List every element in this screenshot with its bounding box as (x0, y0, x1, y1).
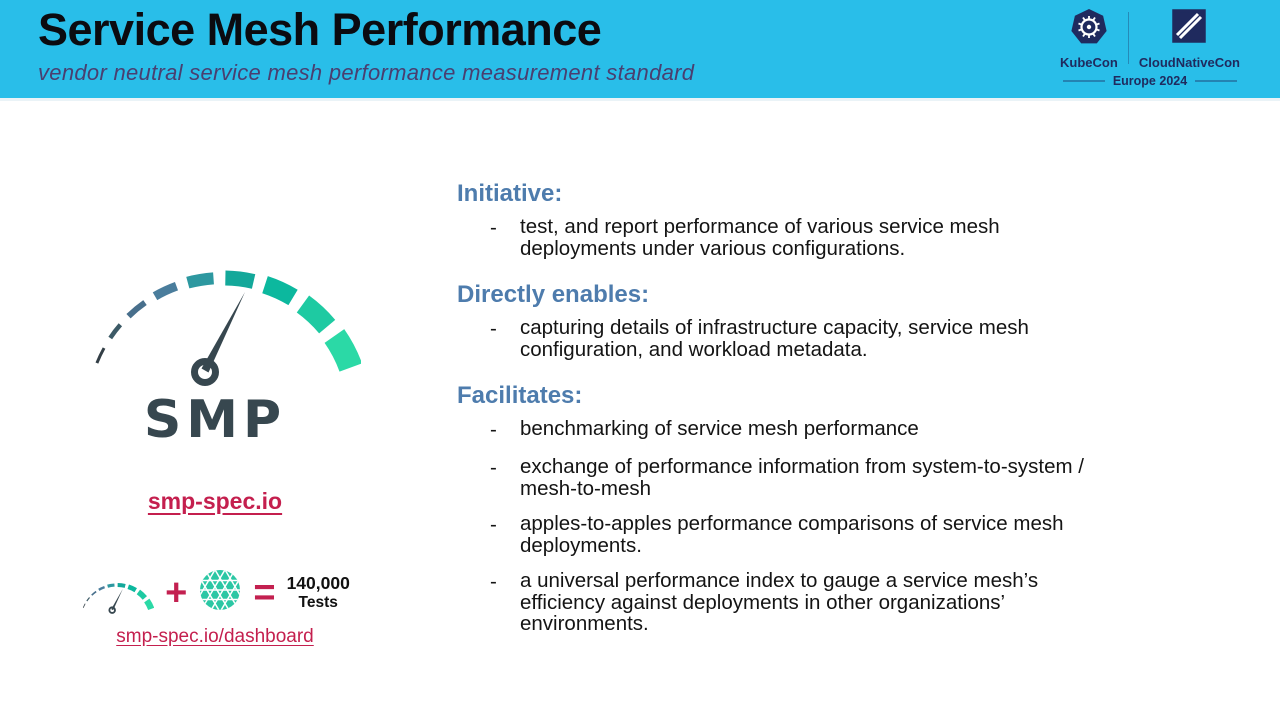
kubecon-block: KubeCon (1050, 7, 1128, 70)
kubecon-icon (1070, 7, 1108, 52)
page-subtitle: vendor neutral service mesh performance … (38, 60, 695, 85)
smp-spec-link[interactable]: smp-spec.io (147, 488, 283, 514)
tests-value: 140,000 (286, 573, 350, 593)
section-heading: Directly enables: (457, 281, 650, 309)
left-column: SMP smp-spec.io + (50, 98, 380, 720)
bullet-dash: - (490, 570, 497, 594)
list-item: - a universal performance index to gauge… (457, 570, 1187, 635)
tests-count: 140,000 Tests (287, 573, 350, 612)
header-banner: Service Mesh Performance vendor neutral … (0, 0, 1280, 101)
mini-gauge-icon (83, 582, 155, 614)
bullet-text: capturing details of infrastructure capa… (520, 316, 1029, 361)
bullet-dash: - (490, 317, 497, 341)
section-initiative: Initiative: - test, and report performan… (457, 180, 1187, 259)
list-item: - benchmarking of service mesh performan… (457, 418, 1187, 442)
cloudnativecon-label: CloudNativeCon (1138, 55, 1240, 70)
list-item: - capturing details of infrastructure ca… (457, 317, 1187, 360)
bullet-dash: - (490, 456, 497, 480)
equals-sign: = (253, 571, 276, 614)
event-edition: Europe 2024 (1050, 74, 1250, 88)
bullet-dash: - (490, 418, 497, 442)
section-facilitates: Facilitates: - benchmarking of service m… (457, 382, 1187, 635)
edition-text: Europe 2024 (1112, 74, 1188, 88)
dashboard-link[interactable]: smp-spec.io/dashboard (116, 626, 314, 647)
cloudnativecon-block: CloudNativeCon (1129, 7, 1250, 70)
event-logo-block: KubeCon CloudNative (1050, 7, 1250, 88)
list-item: - test, and report performance of variou… (457, 216, 1187, 259)
bullet-text: benchmarking of service mesh performance (520, 417, 919, 441)
bullet-text: apples-to-apples performance comparisons… (520, 512, 1064, 557)
list-item: - apples-to-apples performance compariso… (457, 513, 1187, 556)
bullet-text: test, and report performance of various … (520, 215, 1000, 260)
section-heading: Facilitates: (457, 382, 583, 410)
list-item: - exchange of performance information fr… (457, 456, 1187, 499)
tests-unit: Tests (298, 594, 338, 611)
meshery-icon (198, 568, 242, 617)
section-heading: Initiative: (457, 180, 563, 207)
tests-equation: + (58, 568, 372, 617)
smp-wordmark: SMP (143, 390, 287, 450)
smp-gauge-logo-icon (95, 270, 361, 386)
bullet-text: a universal performance index to gauge a… (520, 569, 1039, 636)
edition-line-right (1195, 80, 1238, 82)
bullet-text: exchange of performance information from… (520, 455, 1084, 500)
page-title: Service Mesh Performance (38, 4, 602, 55)
kubecon-label: KubeCon (1060, 55, 1118, 70)
section-directly-enables: Directly enables: - capturing details of… (457, 281, 1187, 360)
plus-sign: + (165, 571, 188, 614)
edition-line-left (1062, 80, 1105, 82)
cloudnativecon-icon (1171, 7, 1207, 52)
logo-divider (1127, 12, 1129, 64)
content-column: Initiative: - test, and report performan… (457, 180, 1187, 649)
bullet-dash: - (490, 513, 497, 537)
bullet-dash: - (490, 216, 497, 239)
